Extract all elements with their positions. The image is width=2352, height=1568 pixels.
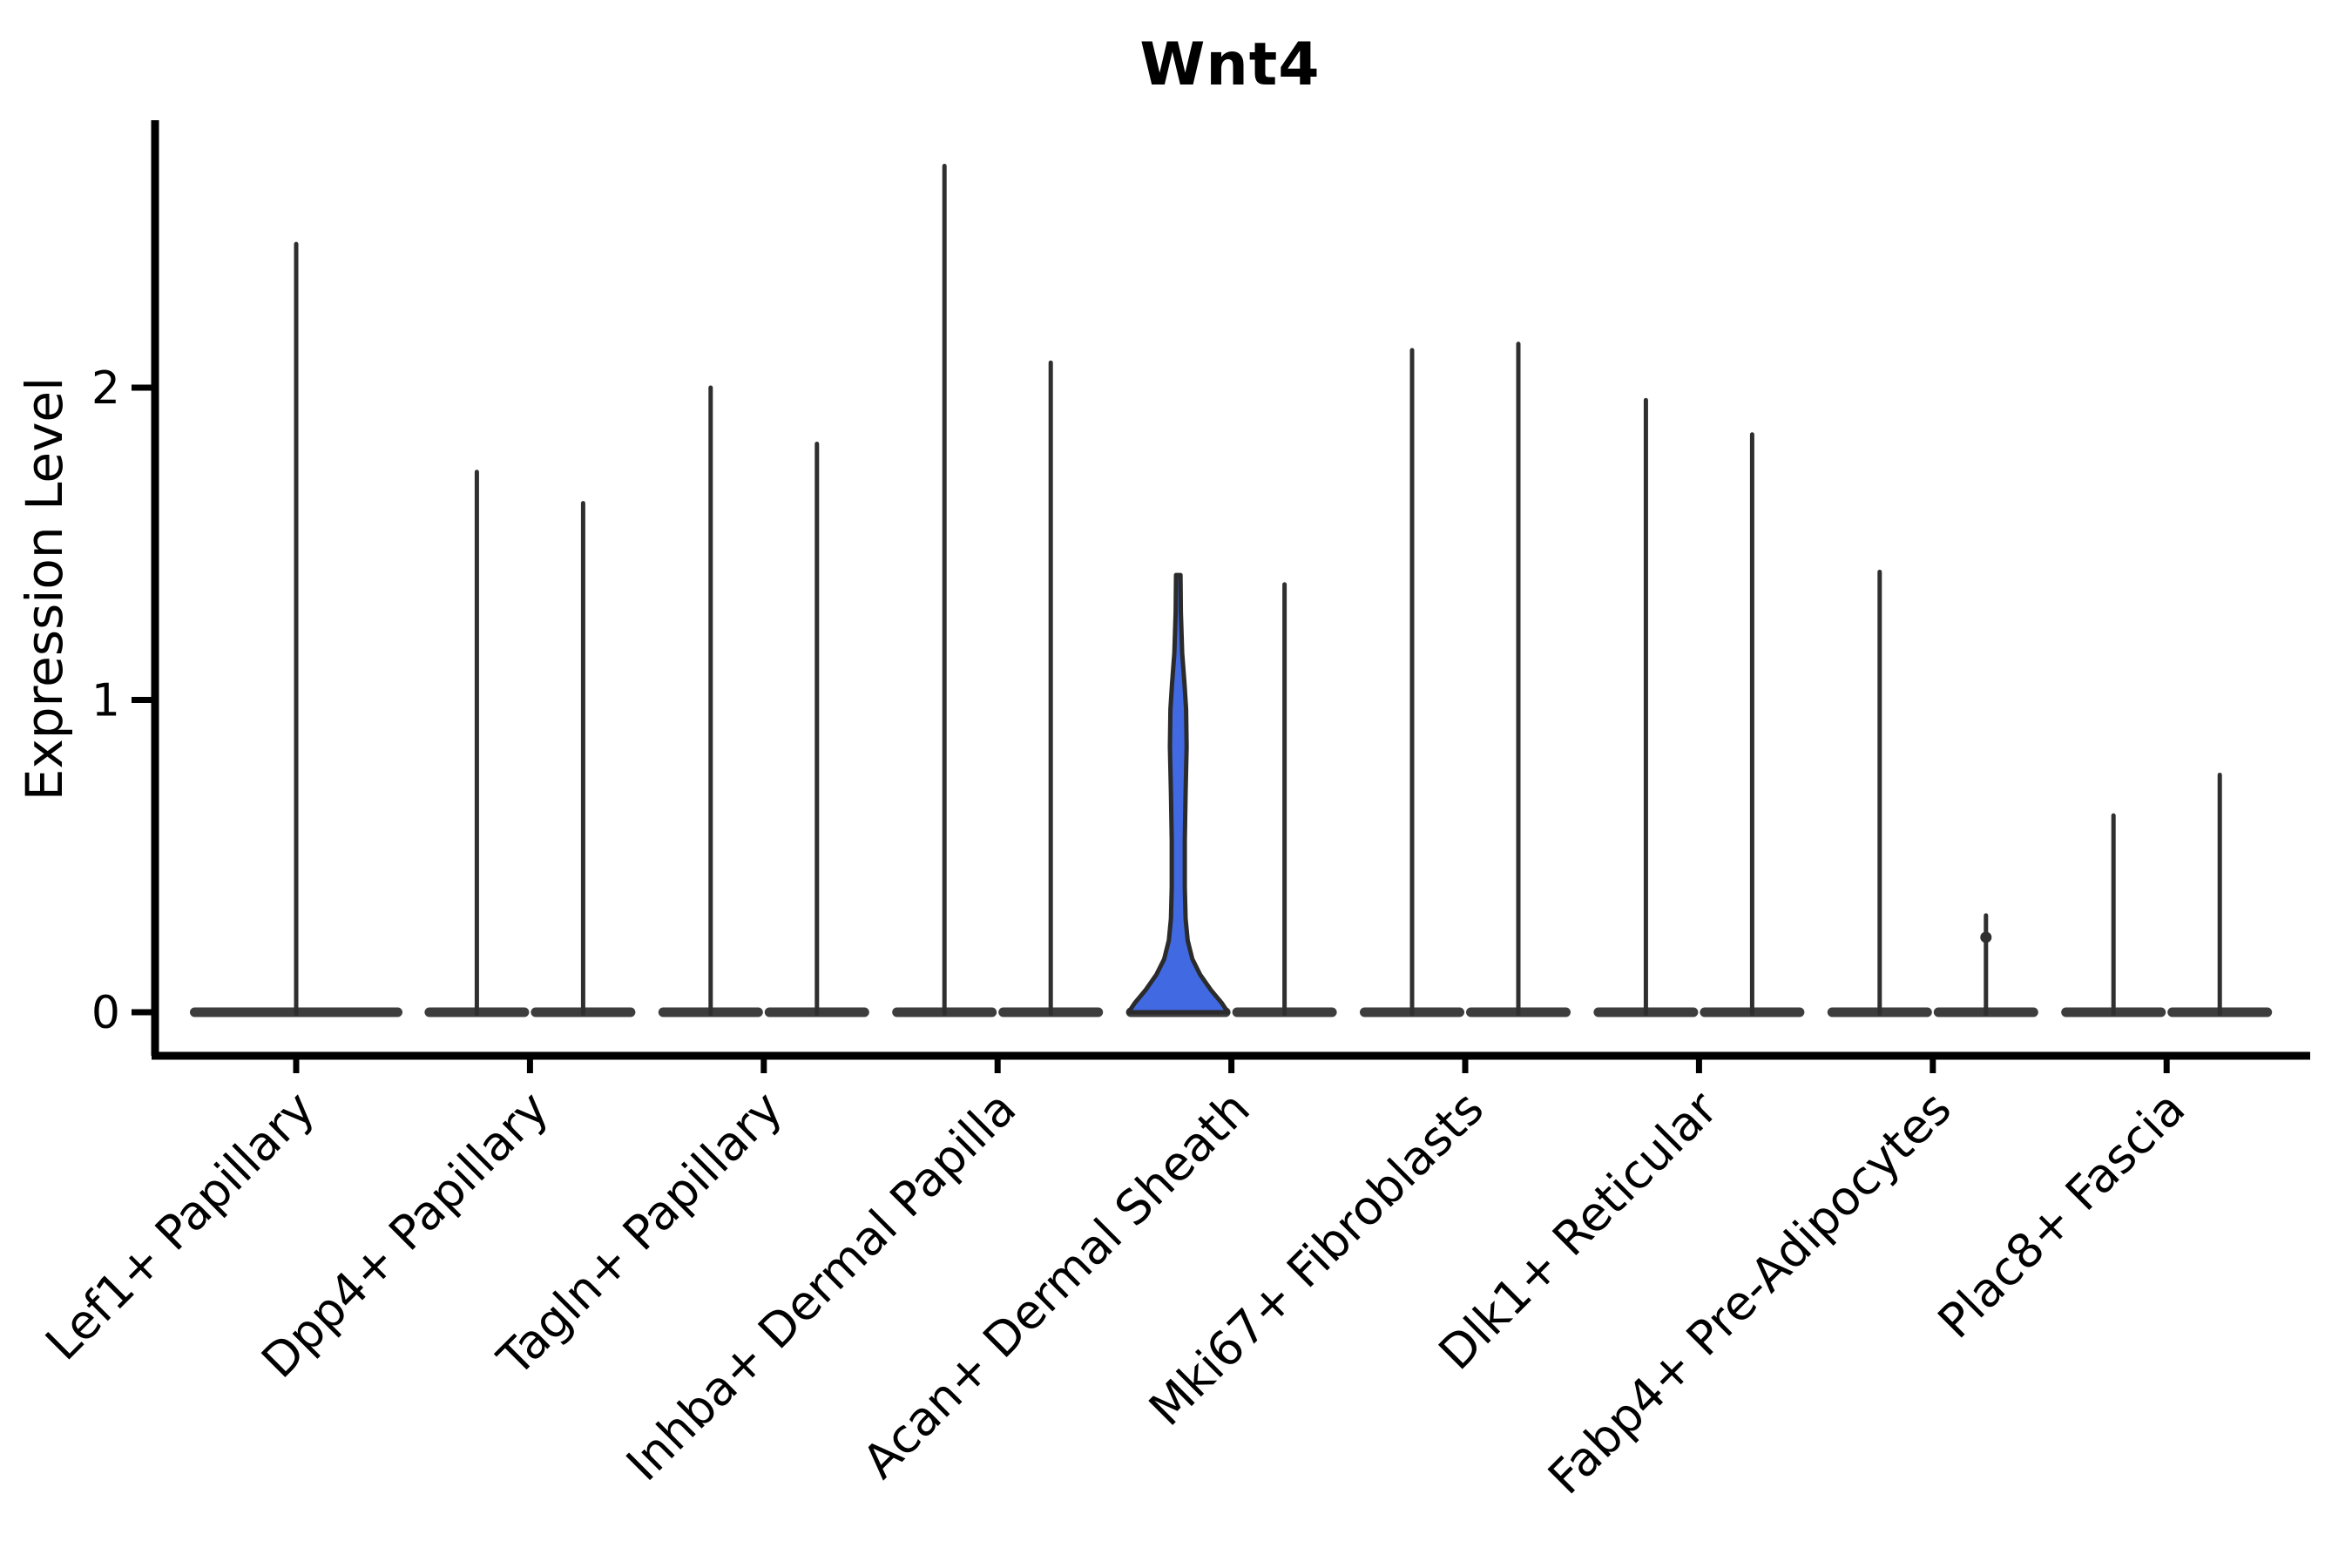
violin-density-bead <box>1980 931 1992 943</box>
x-tick-label: Fabp4+ Pre-Adipocytes <box>1538 1081 1962 1505</box>
x-tick-label: Inhba+ Dermal Papilla <box>616 1081 1026 1491</box>
x-tick-label: Plac8+ Fascia <box>1928 1081 2196 1349</box>
y-tick-label: 1 <box>91 675 120 727</box>
chart-title: Wnt4 <box>1139 30 1320 99</box>
highlighted-violin <box>1126 572 1231 1015</box>
violin-shapes <box>294 163 2222 1017</box>
y-axis-label: Expression Level <box>15 377 74 801</box>
y-axis-ticks: 0 1 2 <box>91 362 155 1039</box>
violin-baselines <box>190 1007 2273 1017</box>
y-tick-label: 0 <box>91 987 120 1039</box>
y-tick-label: 2 <box>91 362 120 415</box>
x-tick-label: Acan+ Dermal Sheath <box>852 1081 1260 1489</box>
